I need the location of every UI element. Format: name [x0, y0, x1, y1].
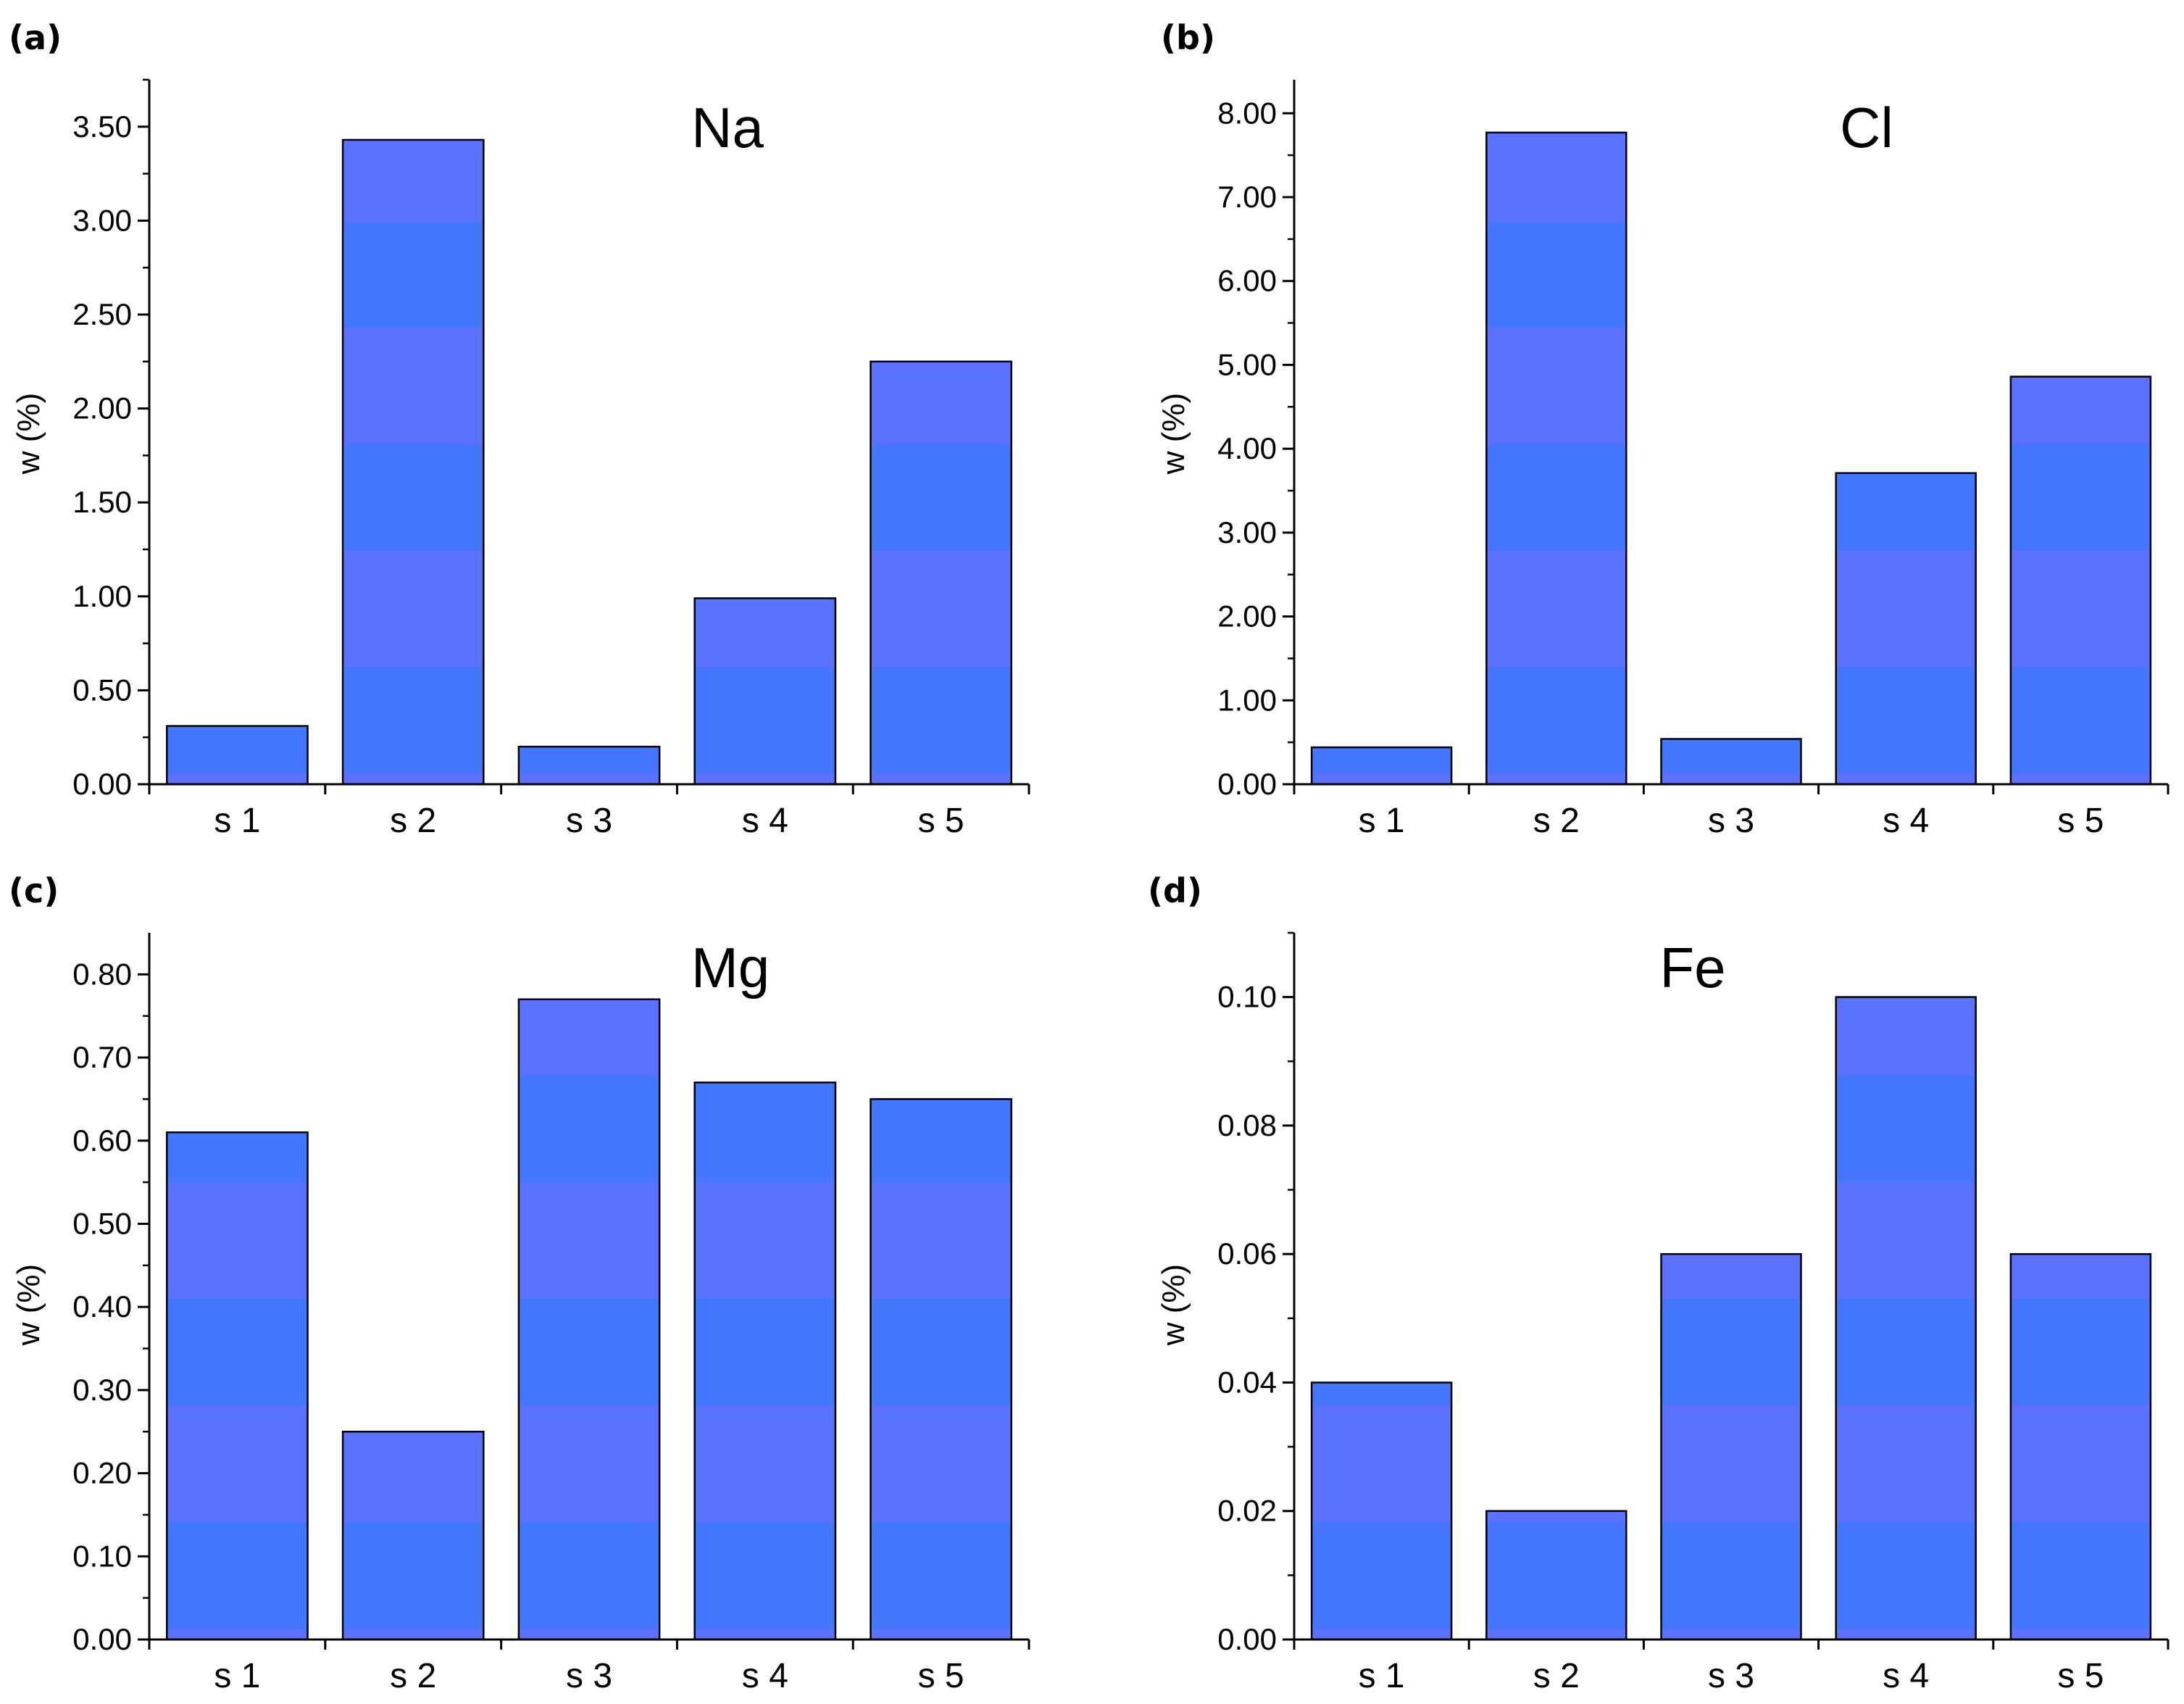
y-axis-label: w (%)	[11, 1264, 46, 1346]
x-category-label: s 1	[1359, 1657, 1405, 1695]
bar-shade-band	[1294, 183, 2168, 288]
y-tick-label: 0.10	[72, 1539, 132, 1573]
y-tick-label: 0.06	[1217, 1237, 1277, 1271]
y-tick-label: 0.50	[72, 1206, 132, 1240]
axes: 0.00 0.02 0.04 0.06 0.08 0.10 s 1 s 2 s 3 s 4 s 5	[1217, 931, 2170, 1695]
chart-title: Mg	[691, 936, 770, 999]
bar-shade-band	[1294, 0, 2168, 65]
x-category-label: s 4	[1883, 802, 1929, 840]
y-tick-label: 0.04	[1217, 1365, 1277, 1399]
panel-a: (a) Na w (%) 0.00 0.50 1.00 1.50 2.00 2.50 3.0…	[9, 0, 1030, 840]
y-tick-label: 0.00	[72, 767, 132, 801]
y-tick-label: 0.40	[72, 1289, 132, 1323]
bar-shade-band	[1312, 222, 2151, 328]
axes: 0.00 1.00 2.00 3.00 4.00 5.00 6.00 7.00 8.00 s 1 s…	[1217, 80, 2170, 840]
y-tick-label: 4.00	[1217, 431, 1277, 465]
y-tick-label: 0.10	[1217, 980, 1277, 1014]
panel-label: (a)	[9, 18, 62, 57]
x-category-label: s 2	[390, 802, 436, 840]
x-category-label: s 5	[918, 802, 964, 840]
y-tick-label: 0.80	[72, 957, 132, 991]
panel-label: (c)	[9, 871, 59, 910]
axes: 0.00 0.10 0.20 0.30 0.40 0.50 0.60 0.70 0.80 s 1 s…	[72, 933, 1030, 1695]
y-axis-label: w (%)	[1156, 1264, 1191, 1346]
y-tick-label: 3.00	[72, 203, 132, 237]
x-category-label: s 2	[1533, 802, 1580, 840]
y-tick-label: 0.00	[1217, 1622, 1277, 1656]
y-tick-label: 1.00	[72, 579, 132, 613]
chart-title: Fe	[1659, 936, 1725, 999]
bar-shade-band	[1312, 444, 2151, 551]
y-tick-label: 1.50	[72, 485, 132, 519]
chart-title: Cl	[1840, 96, 1893, 159]
y-tick-label: 3.50	[72, 109, 132, 144]
x-category-label: s 5	[2057, 802, 2104, 840]
bar-shade-band	[149, 852, 1029, 958]
y-tick-label: 8.00	[1217, 96, 1277, 130]
panel-d: (d) Fe w (%) 0.00 0.02 0.04 0.06 0.08 0.10 s 1…	[1148, 0, 2170, 1695]
panel-b: (b) Cl w (%) 0.00 1.00 2.00 3.00 4.00 5.00 6.0…	[1156, 0, 2170, 840]
y-tick-label: 0.00	[72, 1622, 132, 1656]
bar-shade-band	[1312, 1299, 2151, 1405]
y-tick-label: 2.00	[72, 391, 132, 425]
x-category-label: s 4	[742, 1657, 788, 1695]
x-category-label: s 3	[566, 1657, 612, 1695]
bar-shade-band	[167, 444, 1012, 551]
y-tick-label: 7.00	[1217, 180, 1277, 214]
bar-shade-band	[149, 183, 1029, 288]
bar-shade-band	[149, 0, 1029, 65]
y-tick-label: 5.00	[1217, 347, 1277, 381]
x-category-label: s 5	[2057, 1657, 2104, 1695]
bar-shade-band	[1294, 852, 2168, 958]
x-category-label: s 2	[1533, 1657, 1580, 1695]
bar-shade-band	[1312, 667, 2151, 773]
y-tick-label: 2.50	[72, 297, 132, 331]
y-tick-label: 0.70	[72, 1040, 132, 1074]
y-tick-label: 0.30	[72, 1373, 132, 1407]
x-category-label: s 3	[1708, 1657, 1754, 1695]
bar-shade-band	[167, 1299, 1012, 1405]
x-category-label: s 1	[214, 1657, 260, 1695]
y-tick-label: 3.00	[1217, 515, 1277, 549]
bar-shade-band	[167, 667, 1012, 773]
x-category-label: s 4	[1883, 1657, 1929, 1695]
y-tick-label: 0.20	[72, 1456, 132, 1490]
chart-title: Na	[691, 96, 764, 159]
panel-label: (d)	[1148, 871, 1202, 910]
y-tick-label: 0.02	[1217, 1494, 1277, 1528]
y-axis-label: w (%)	[1156, 393, 1191, 475]
y-tick-label: 1.00	[1217, 683, 1277, 717]
bar-shade-band	[1312, 1076, 2151, 1182]
y-tick-label: 0.50	[72, 673, 132, 707]
x-category-label: s 1	[214, 802, 260, 840]
x-category-label: s 2	[390, 1657, 436, 1695]
x-category-label: s 5	[918, 1657, 964, 1695]
bar-shade-band	[1312, 1522, 2151, 1629]
x-category-label: s 4	[742, 802, 788, 840]
y-tick-label: 6.00	[1217, 264, 1277, 298]
bar-shade-band	[167, 1522, 1012, 1629]
x-category-label: s 3	[566, 802, 612, 840]
y-tick-label: 0.60	[72, 1123, 132, 1158]
y-tick-label: 0.08	[1217, 1108, 1277, 1142]
y-axis-label: w (%)	[11, 393, 46, 475]
bar-shade-band	[1294, 0, 2168, 105]
bar-shade-band	[167, 1076, 1012, 1182]
bar-shade-band	[167, 222, 1012, 328]
y-tick-label: 0.00	[1217, 767, 1277, 801]
panel-label: (b)	[1161, 18, 1215, 57]
axes: 0.00 0.50 1.00 1.50 2.00 2.50 3.00 3.50 s 1 s 2 s …	[72, 78, 1030, 840]
x-category-label: s 3	[1708, 802, 1754, 840]
panel-c: (c) Mg w (%) 0.00 0.10 0.20 0.30 0.40 0.50 0.6…	[9, 0, 1030, 1695]
bar-shade-band	[149, 0, 1029, 105]
y-tick-label: 2.00	[1217, 599, 1277, 633]
x-category-label: s 1	[1359, 802, 1405, 840]
